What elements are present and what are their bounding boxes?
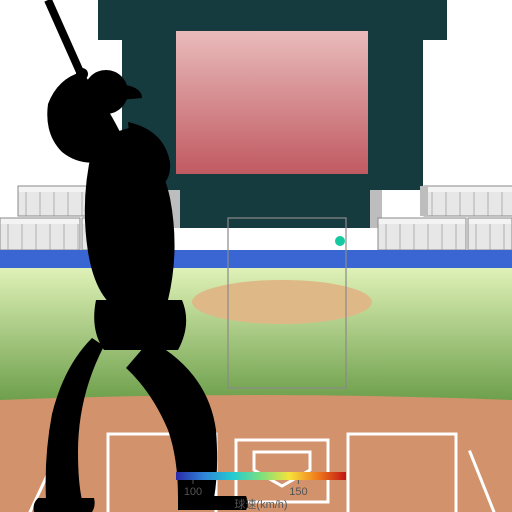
pitch-marker [335, 236, 345, 246]
speed-colorbar [176, 472, 346, 480]
legend-axis-label: 球速(km/h) [234, 497, 287, 511]
legend-tick-label: 150 [289, 486, 307, 498]
pitch-chart: 100 150球速(km/h) [0, 0, 512, 512]
mound [192, 280, 372, 324]
outfield-fence [0, 250, 512, 268]
scoreboard-screen [176, 31, 368, 174]
legend-tick-label: 100 [184, 486, 202, 498]
chart-svg: 100 150球速(km/h) [0, 0, 512, 512]
